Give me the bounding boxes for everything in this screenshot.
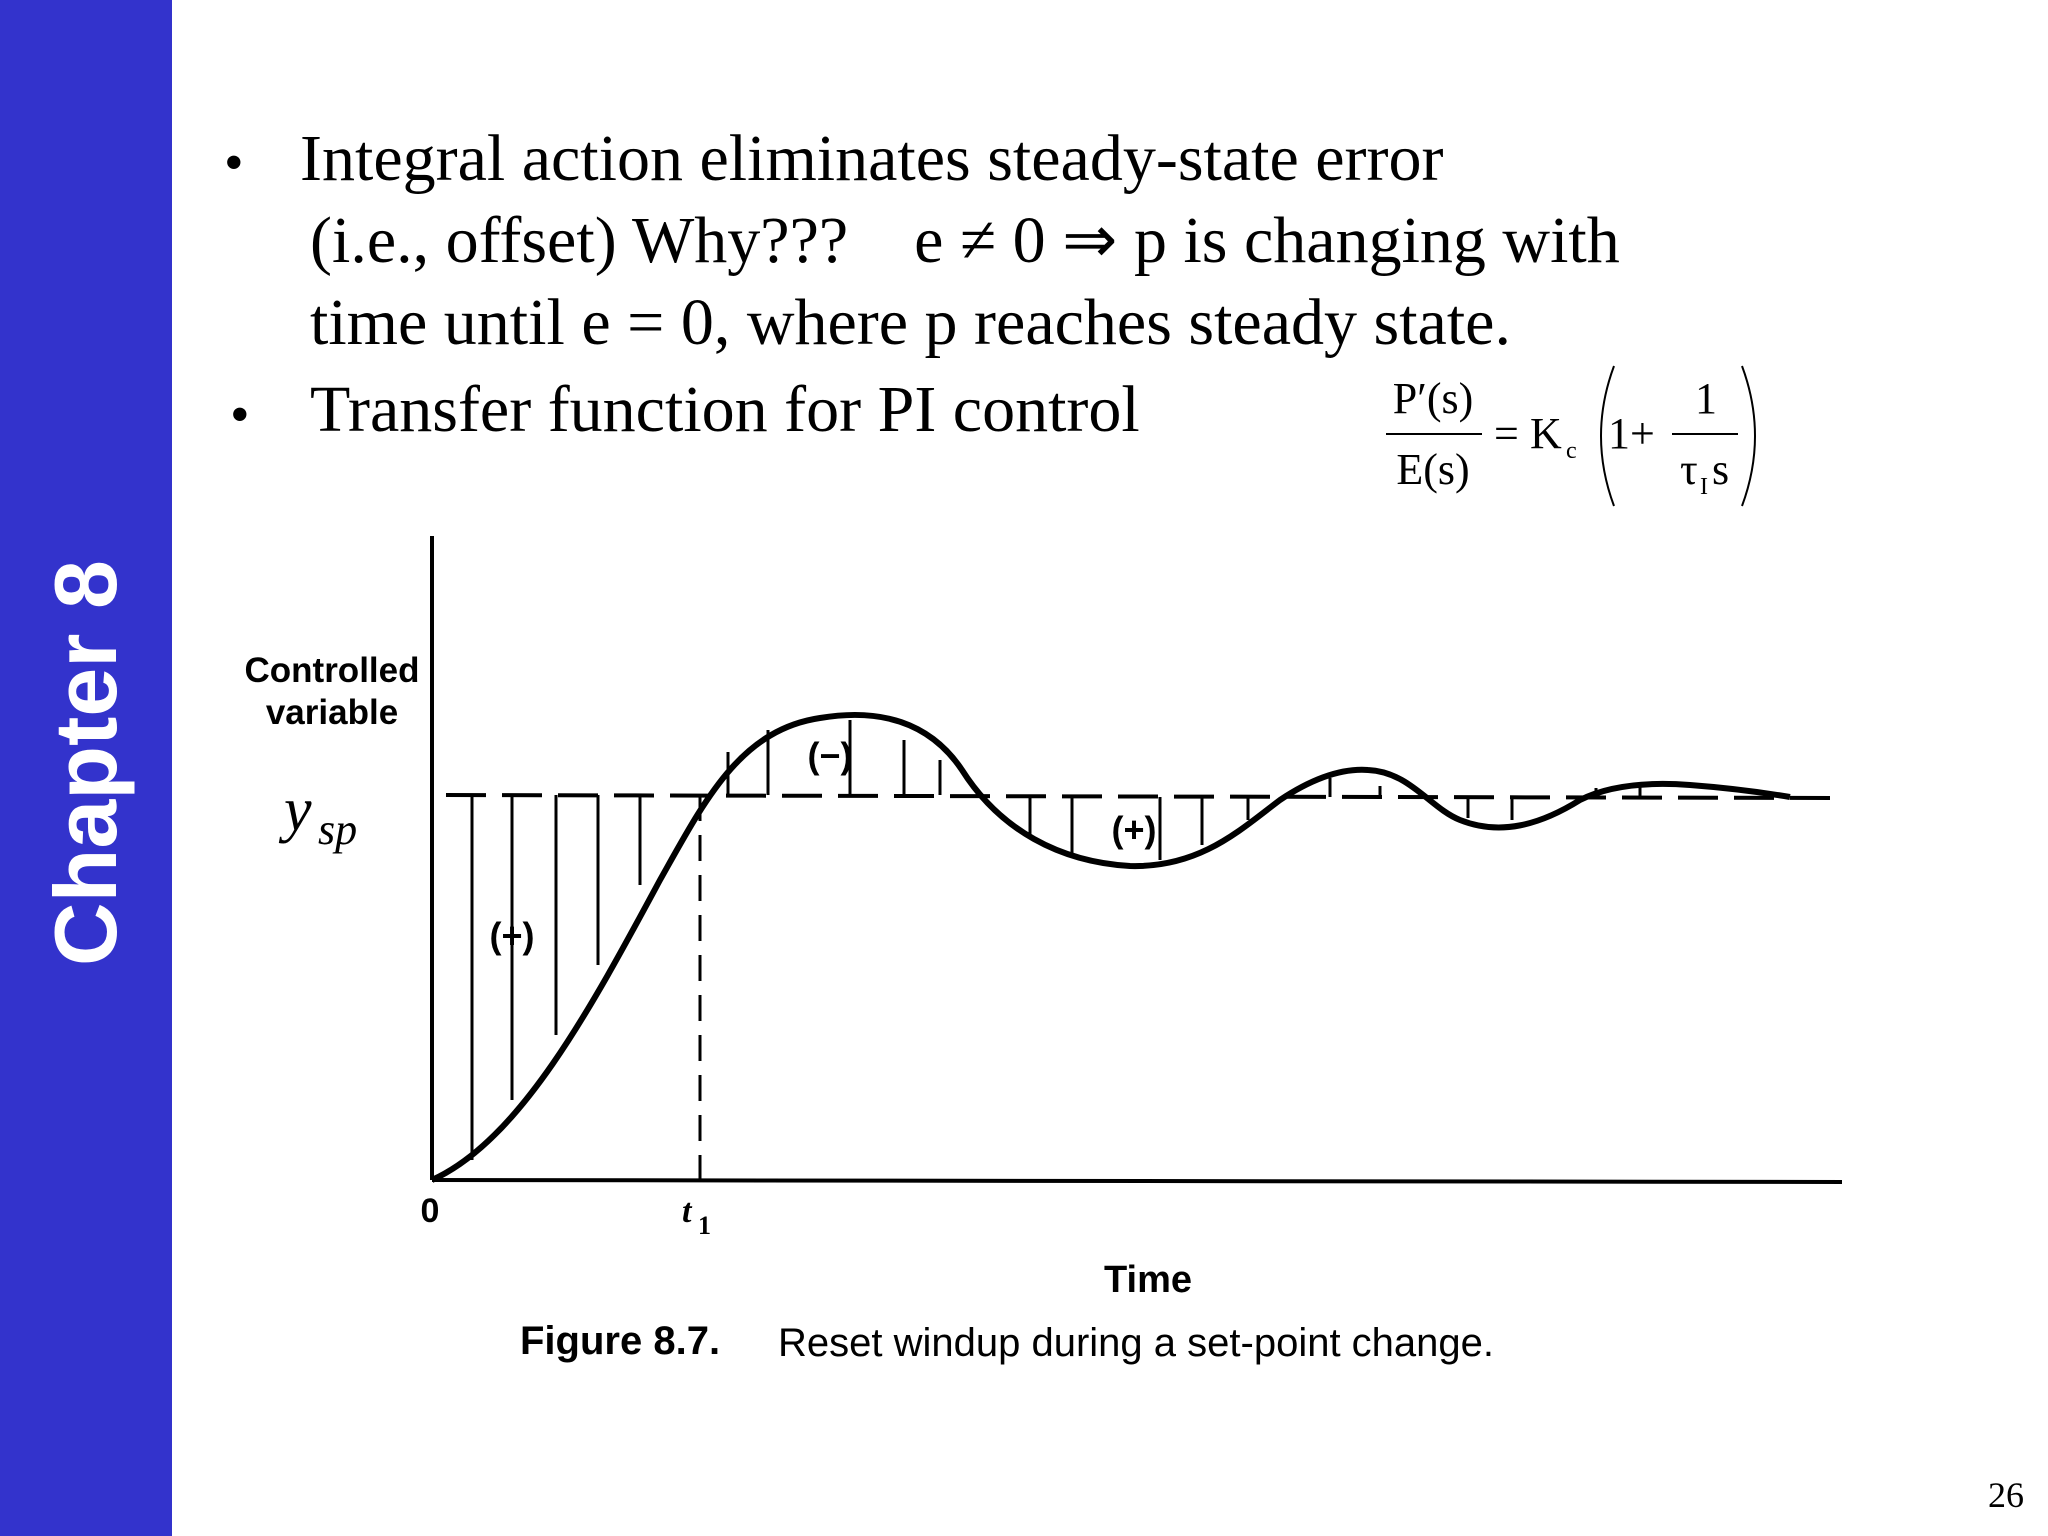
ylabel-line-2: variable [266,693,398,732]
bullet-marker: • [230,384,250,446]
x-axis [431,1178,1843,1184]
eq-gain: K [1530,409,1562,458]
bullet-1-line-2: (i.e., offset) Why??? e ≠ 0 ⇒ p is chang… [310,204,1620,277]
caption-number: Figure 8.7. [520,1319,720,1363]
bullet-marker: • [224,132,244,194]
eq-lhs-denominator: E(s) [1396,445,1469,494]
eq-equals: = [1494,409,1519,458]
area-label-positive-2: (+) [1112,809,1157,850]
eq-inner-numerator: 1 [1695,374,1717,423]
eq-lhs-numerator: P′(s) [1393,374,1474,423]
area-label-negative: (−) [808,735,853,776]
origin-label: 0 [421,1192,440,1230]
caption-text: Reset windup during a set-point change. [778,1321,1494,1365]
eq-left-paren [1600,365,1615,507]
ylabel-line-1: Controlled [245,651,420,690]
setpoint-label: y [278,776,312,844]
page-number: 26 [1988,1475,2024,1515]
bullet-2-line-1: Transfer function for PI control [310,373,1140,446]
axes [430,536,1843,1184]
hatch-lines [470,720,1642,1160]
response-curve [430,711,1791,1183]
eq-inner-tau: τ [1680,445,1698,494]
bullet-1-line-1: Integral action eliminates steady-state … [300,122,1444,195]
chapter-label: Chapter 8 [36,560,135,966]
eq-inner-tau-subscript: I [1700,474,1708,500]
xlabel: Time [1104,1259,1192,1301]
t1-label: t [682,1193,693,1230]
setpoint-dashed-line [445,793,1843,800]
area-label-positive-1: (+) [490,915,535,956]
t1-subscript: 1 [698,1211,711,1240]
eq-right-paren [1741,365,1756,507]
eq-one-plus: 1+ [1608,409,1655,458]
setpoint-subscript: sp [318,805,357,854]
chapter-sidebar: Chapter 8 [0,0,172,1536]
eq-gain-subscript: c [1566,438,1577,464]
bullet-1-line-3: time until e = 0, where p reaches steady… [310,286,1511,359]
eq-inner-s: s [1712,445,1729,494]
